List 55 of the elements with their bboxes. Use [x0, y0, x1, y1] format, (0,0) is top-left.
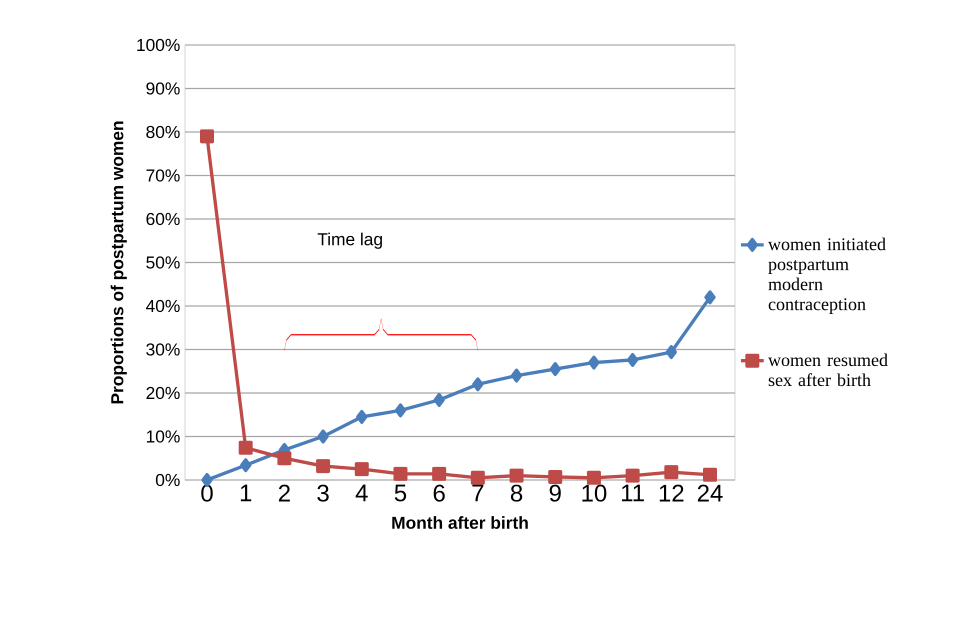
y-tick-label: 80%	[146, 126, 180, 138]
point	[317, 429, 329, 444]
y-tick-label: 20%	[146, 386, 180, 400]
point	[588, 356, 600, 370]
x-tick-label: 9	[550, 484, 561, 502]
y-tick-label: 60%	[146, 212, 180, 226]
point	[548, 470, 562, 484]
point	[666, 345, 677, 360]
y-tick-label: 70%	[146, 169, 180, 182]
y-tick-label: 100%	[137, 38, 180, 52]
x-tick-label: 10	[582, 484, 606, 502]
point	[586, 470, 601, 485]
x-tick-label: 6	[434, 484, 445, 502]
legend-label: women initiated postpartum modern contraception	[768, 238, 886, 314]
x-tick-label: 8	[510, 484, 522, 502]
point	[550, 362, 561, 376]
point	[626, 352, 638, 367]
point	[394, 403, 406, 418]
y-tick-label: 50%	[146, 256, 180, 269]
point	[472, 377, 484, 392]
x-tick-label: 7	[472, 484, 484, 502]
y-tick-label: 0%	[156, 474, 180, 486]
x-tick-label: 5	[394, 484, 406, 502]
point	[510, 468, 524, 483]
point	[626, 468, 640, 483]
x-tick-label: 11	[622, 484, 644, 502]
x-tick-label: 4	[356, 484, 368, 502]
y-tick-label: 90%	[146, 82, 180, 95]
point	[238, 440, 253, 455]
point	[704, 290, 716, 304]
x-tick-label: 1	[240, 484, 252, 502]
point	[316, 459, 330, 474]
x-tick-label: 3	[317, 484, 329, 502]
point	[354, 462, 369, 476]
point	[240, 458, 252, 472]
point	[393, 466, 408, 481]
point	[664, 465, 678, 480]
x-axis-title: Month after birth	[392, 516, 528, 529]
point	[703, 468, 718, 482]
x-tick-label: 12	[660, 484, 684, 502]
x-tick-label: 2	[278, 484, 290, 502]
point	[433, 392, 445, 407]
point	[356, 410, 368, 424]
point	[200, 129, 214, 144]
x-tick-label: 24	[698, 484, 723, 502]
annotation: Time lag	[318, 232, 382, 249]
y-axis-title: Proportions of postpartum women	[110, 122, 127, 404]
point	[470, 470, 485, 485]
y-tick-label: 30%	[146, 343, 180, 356]
y-tick-label: 40%	[146, 300, 180, 312]
point	[510, 368, 522, 383]
point	[432, 466, 446, 481]
y-tick-label: 10%	[146, 430, 180, 443]
point	[277, 451, 292, 466]
legend-label: women resumed sex after birth	[768, 353, 888, 386]
